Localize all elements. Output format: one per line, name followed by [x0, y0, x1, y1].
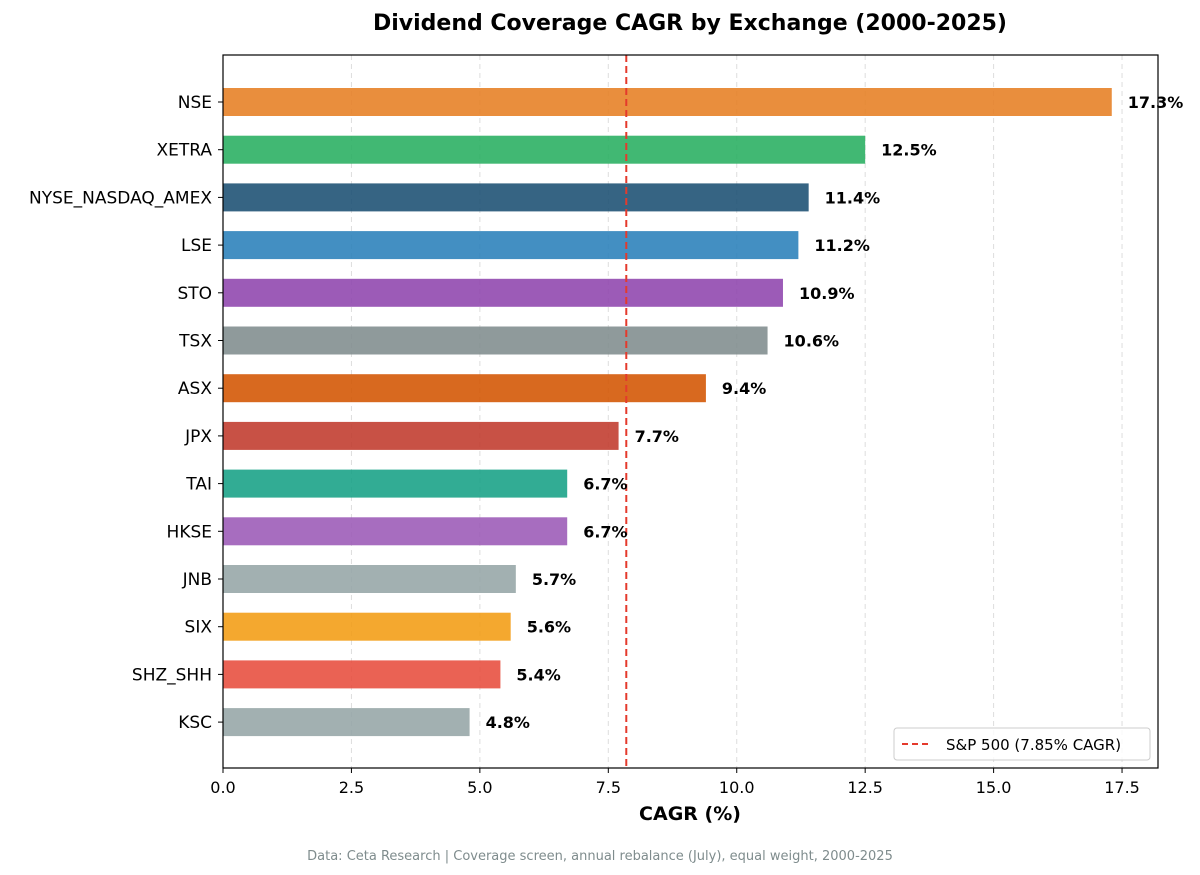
data-label: 9.4% [722, 379, 766, 398]
bar-ksc [223, 708, 470, 737]
data-label: 10.9% [799, 284, 855, 303]
y-tick-label: ASX [178, 379, 212, 399]
x-tick-label: 12.5 [847, 778, 883, 797]
y-tick-label: HKSE [167, 522, 212, 542]
bar-tai [223, 469, 568, 498]
bar-nyse_nasdaq_amex [223, 183, 809, 212]
data-labels: 17.3% 12.5% 11.4% 11.2% 10.9% 10.6% 9.4% 7.7% 6.… [486, 93, 1184, 732]
x-tick-label: 5.0 [467, 778, 492, 797]
footnote: Data: Ceta Research | Coverage screen, a… [307, 849, 893, 864]
y-tick-label: NYSE_NASDAQ_AMEX [29, 188, 212, 208]
y-tick-label: JNB [182, 570, 212, 590]
y-tick-label: TSX [178, 332, 212, 352]
x-tick-label: 10.0 [719, 778, 755, 797]
bar-hkse [223, 517, 568, 546]
grid-lines [350, 55, 1123, 768]
bar-asx [223, 374, 706, 403]
y-tick-label: TAI [185, 475, 212, 495]
bar-shz_shh [223, 660, 501, 689]
x-tick-label: 2.5 [339, 778, 364, 797]
x-tick-label: 7.5 [596, 778, 621, 797]
y-tick-label: XETRA [156, 141, 212, 161]
x-tick-label: 0.0 [210, 778, 235, 797]
bar-tsx [223, 326, 768, 355]
y-tick-label: NSE [178, 93, 212, 113]
chart-title: Dividend Coverage CAGR by Exchange (2000… [373, 11, 1007, 36]
data-label: 11.2% [814, 236, 870, 255]
data-label: 6.7% [583, 522, 627, 541]
bar-sto [223, 278, 783, 307]
x-axis-ticks: 0.0 2.5 5.0 7.5 10.0 12.5 15.0 17.5 [210, 768, 1140, 797]
data-label: 6.7% [583, 475, 627, 494]
y-tick-label: SIX [185, 618, 213, 638]
bars [223, 88, 1112, 737]
y-tick-label: LSE [181, 236, 212, 256]
bar-xetra [223, 135, 866, 164]
data-label: 5.7% [532, 570, 576, 589]
y-tick-label: JPX [184, 427, 212, 447]
y-tick-label: STO [177, 284, 212, 304]
data-label: 17.3% [1128, 93, 1184, 112]
data-label: 5.6% [527, 618, 571, 637]
plot-frame [222, 54, 1159, 769]
bar-six [223, 612, 511, 641]
bar-jpx [223, 421, 619, 450]
bar-jnb [223, 565, 516, 593]
x-tick-label: 15.0 [976, 778, 1012, 797]
legend-box [893, 727, 1151, 761]
data-label: 11.4% [825, 188, 881, 207]
data-label: 4.8% [486, 713, 530, 732]
x-tick-label: 17.5 [1104, 778, 1140, 797]
y-tick-label: KSC [178, 713, 212, 733]
data-label: 10.6% [784, 332, 840, 351]
y-tick-label: SHZ_SHH [132, 665, 212, 685]
data-label: 7.7% [635, 427, 679, 446]
data-label: 12.5% [881, 141, 937, 160]
bar-nse [223, 88, 1112, 116]
y-axis-ticks: NSE XETRA NYSE_NASDAQ_AMEX LSE STO TSX ASX JPX T… [29, 93, 223, 733]
legend-entry-sp500: S&P 500 (7.85% CAGR) [946, 736, 1121, 754]
legend: S&P 500 (7.85% CAGR) [893, 727, 1151, 761]
data-label: 5.4% [516, 665, 560, 684]
x-axis-title: CAGR (%) [639, 803, 741, 825]
bar-lse [223, 231, 799, 260]
